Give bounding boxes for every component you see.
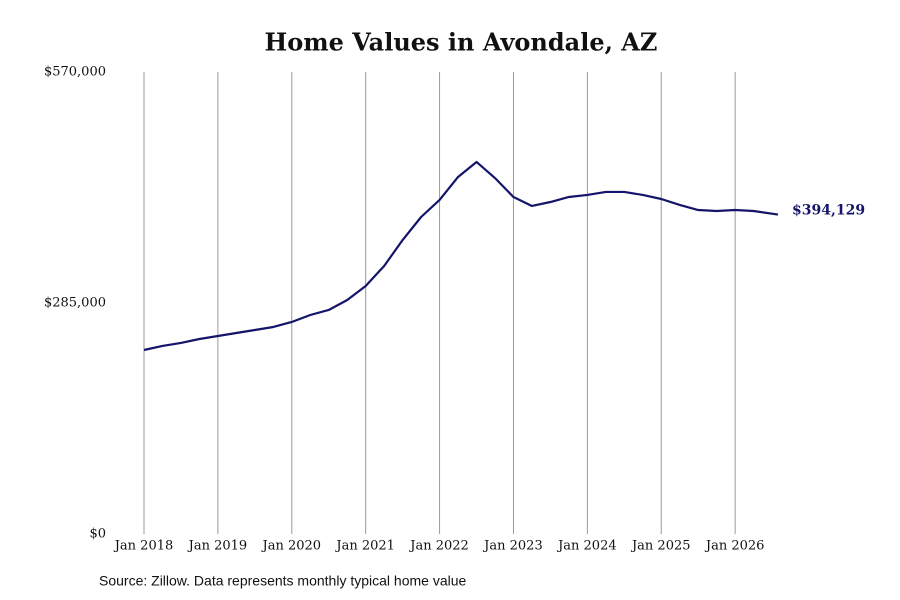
x-tick-label: Jan 2018 [113,539,174,554]
y-tick-label: $0 [89,527,106,542]
chart-title: Home Values in Avondale, AZ [265,28,658,57]
x-tick-label: Jan 2026 [704,539,765,554]
y-tick-label: $570,000 [44,65,106,80]
value-label: $394,129 [792,203,865,219]
x-tick-label: Jan 2019 [187,539,248,554]
x-tick-label: Jan 2024 [556,539,617,554]
x-tick-label: Jan 2020 [261,539,322,554]
source-note: Source: Zillow. Data represents monthly … [99,573,466,589]
x-tick-label: Jan 2025 [630,539,691,554]
x-tick-label: Jan 2023 [482,539,543,554]
x-tick-label: Jan 2022 [408,539,469,554]
y-tick-label: $285,000 [44,296,106,311]
line [143,160,779,352]
x-tick-label: Jan 2021 [334,539,395,554]
